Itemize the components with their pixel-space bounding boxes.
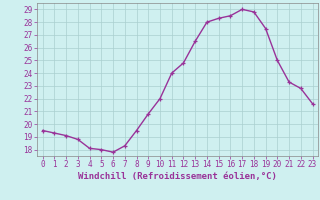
X-axis label: Windchill (Refroidissement éolien,°C): Windchill (Refroidissement éolien,°C): [78, 172, 277, 181]
